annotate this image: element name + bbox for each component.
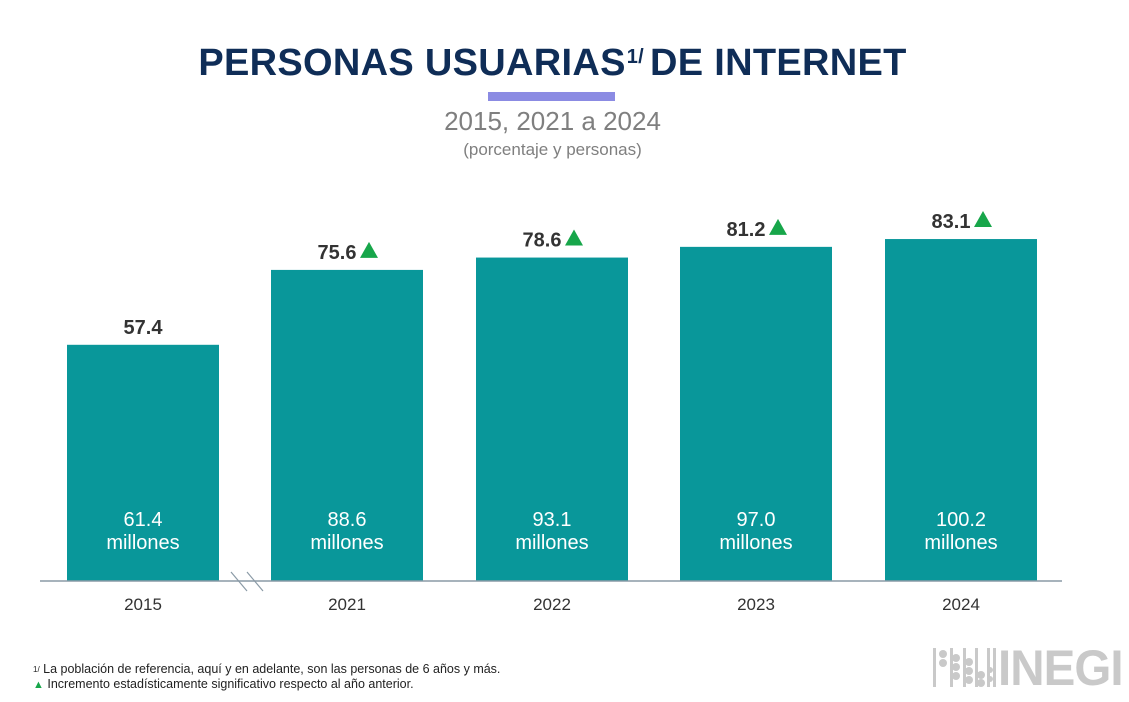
significance-triangle-icon-2024 [974,211,992,228]
x-tick-label-2024: 2024 [942,595,980,614]
x-tick-label-2021: 2021 [328,595,366,614]
title-underline [488,92,615,101]
footnote-2-text: Incremento estadísticamente significativ… [47,677,414,691]
logo-text: INEGI [998,640,1124,696]
footnote-2: ▲ Incremento estadísticamente significat… [33,677,500,693]
persons-unit-2015: millones [106,532,179,554]
bar-2021 [271,269,423,581]
footnote-1: 1/ La población de referencia, aquí y en… [33,662,500,677]
significance-triangle-icon-2021 [360,241,378,258]
persons-unit-2024: millones [924,532,997,554]
bar-2024 [885,239,1037,581]
x-tick-label-2022: 2022 [533,595,571,614]
value-label-2024: 83.1 [932,211,971,233]
persons-number-2021: 88.6 [328,509,367,531]
persons-unit-2021: millones [310,532,383,554]
chart-units-note: (porcentaje y personas) [463,140,642,159]
significance-triangle-icon: ▲ [33,679,44,691]
persons-number-2024: 100.2 [936,509,986,531]
footnotes: 1/ La población de referencia, aquí y en… [33,662,500,693]
axis-break-icon [230,571,264,592]
value-label-2015: 57.4 [124,317,164,339]
title-main: PERSONAS USUARIAS [198,42,626,84]
footnote-1-text: La población de referencia, aquí y en ad… [43,662,501,676]
abacus-icon [933,648,996,687]
footnote-1-ref: 1/ [33,665,40,674]
persons-number-2015: 61.4 [124,509,163,531]
value-label-2022: 78.6 [523,230,562,252]
x-tick-label-2023: 2023 [737,595,775,614]
title-footnote-ref: 1/ [626,46,644,68]
value-label-2023: 81.2 [727,219,766,241]
persons-number-2022: 93.1 [533,509,572,531]
persons-number-2023: 97.0 [737,509,776,531]
significance-triangle-icon-2023 [769,218,787,235]
persons-unit-2022: millones [515,532,588,554]
significance-triangle-icon-2022 [565,229,583,246]
inegi-logo: INEGI [930,640,1125,696]
persons-unit-2023: millones [719,532,792,554]
title-rest: DE INTERNET [650,42,907,84]
chart-title: PERSONAS USUARIAS1/DE INTERNET [0,42,1105,85]
bar-2015 [67,344,219,581]
bars-group: 57.461.4millones201575.688.6millones2021… [67,211,1037,614]
chart-subtitle: 2015, 2021 a 2024 [444,106,661,136]
bar-2022 [476,257,628,581]
x-tick-label-2015: 2015 [124,595,162,614]
value-label-2021: 75.6 [318,242,357,264]
bar-2023 [680,246,832,581]
